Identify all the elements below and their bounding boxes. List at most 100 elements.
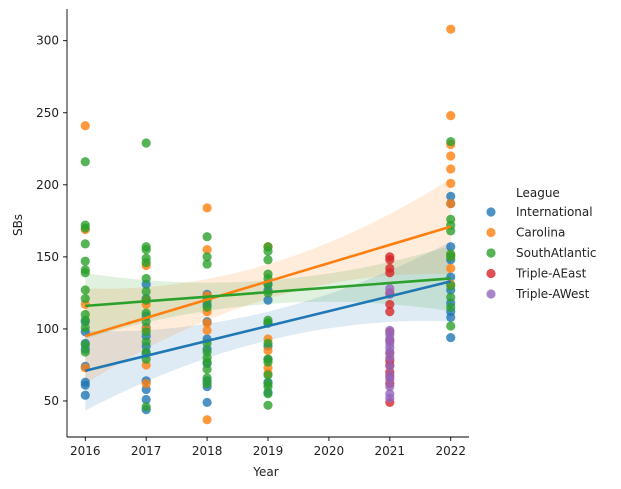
point-southatlantic [80,340,90,350]
point-southatlantic [141,258,151,268]
point-triple-aeast [385,268,395,278]
x-tick-label: 2018 [192,444,223,458]
point-southatlantic [80,268,90,278]
point-southatlantic [202,357,212,367]
y-tick-label: 50 [44,394,59,408]
point-southatlantic [202,232,212,242]
x-tick-label: 2020 [314,444,345,458]
point-southatlantic [263,246,273,256]
point-triple-awest [385,381,395,392]
point-carolina [202,203,212,213]
point-carolina [446,24,456,34]
point-international [202,397,212,408]
point-triple-aeast [385,255,395,265]
x-tick-label: 2021 [375,444,406,458]
x-tick-label: 2017 [131,444,162,458]
point-southatlantic [80,322,90,333]
point-carolina [202,325,212,335]
fit-line-international [84,280,452,372]
point-carolina [446,263,456,273]
x-tick-label: 2022 [435,444,466,458]
legend-marker-international [486,207,496,217]
legend-label-triple-awest: Triple-AWest [515,287,590,301]
point-southatlantic [141,138,151,148]
point-southatlantic [446,302,456,312]
point-southatlantic [141,308,151,318]
y-tick-label: 250 [36,106,59,120]
point-southatlantic [446,252,456,262]
point-triple-awest [385,374,395,384]
point-southatlantic [141,337,151,347]
x-tick-label: 2016 [70,444,101,458]
legend-label-carolina: Carolina [516,226,565,240]
point-southatlantic [202,364,212,374]
point-carolina [202,245,212,255]
point-southatlantic [80,315,90,325]
point-triple-awest [385,361,395,371]
point-southatlantic [141,402,151,412]
y-axis-label: SBs [11,214,25,236]
legend-label-international: International [516,205,593,219]
point-southatlantic [263,381,273,392]
point-southatlantic [80,239,90,249]
point-triple-awest [385,353,395,363]
fit-line-carolina [84,225,452,338]
point-international [446,242,456,252]
point-carolina [446,164,456,174]
point-triple-aeast [385,307,395,317]
point-international [80,377,90,387]
point-southatlantic [80,256,90,266]
point-carolina [446,178,456,188]
point-international [141,394,151,405]
point-southatlantic [263,400,273,410]
point-southatlantic [446,292,456,302]
point-southatlantic [263,357,273,367]
point-carolina [446,151,456,161]
x-axis-label: Year [252,465,278,479]
point-southatlantic [263,389,273,399]
y-tick-label: 100 [36,322,59,336]
point-southatlantic [446,321,456,331]
fit-line-southatlantic [85,277,451,308]
x-tick-label: 2019 [253,444,284,458]
point-international [446,332,456,343]
legend-marker-triple-awest [486,289,496,299]
point-southatlantic [202,252,212,262]
point-southatlantic [141,286,151,297]
point-southatlantic [80,157,90,167]
point-southatlantic [446,281,456,291]
point-southatlantic [263,370,273,380]
y-tick-label: 300 [36,34,59,48]
point-southatlantic [141,245,151,255]
legend-marker-carolina [486,227,496,238]
legend-label-southatlantic: SouthAtlantic [516,246,597,260]
point-carolina [446,111,456,121]
legend-marker-triple-aeast [486,268,496,279]
y-tick-label: 150 [36,250,59,264]
point-southatlantic [446,136,456,147]
point-southatlantic [202,379,212,389]
point-carolina [80,121,90,131]
point-southatlantic [263,338,273,348]
point-triple-awest [385,393,395,403]
point-southatlantic [80,285,90,295]
regression-lines [84,225,452,372]
point-carolina [202,318,212,328]
point-southatlantic [202,259,212,269]
point-southatlantic [141,273,151,284]
axes: 2016 2017 2018 2019 2020 2021 2022 50 100 150 200 2… [36,9,469,458]
point-southatlantic [202,302,212,312]
point-international [446,191,456,201]
legend-title: League [516,186,560,200]
point-southatlantic [80,294,90,304]
point-southatlantic [80,347,90,357]
point-carolina [202,415,212,425]
legend-marker-southatlantic [486,248,496,258]
legend-label-triple-aeast: Triple-AEast [515,267,587,281]
point-international [263,295,273,305]
point-southatlantic [263,255,273,265]
point-carolina [141,379,151,389]
point-carolina [446,198,456,209]
y-tick-label: 200 [36,178,59,192]
